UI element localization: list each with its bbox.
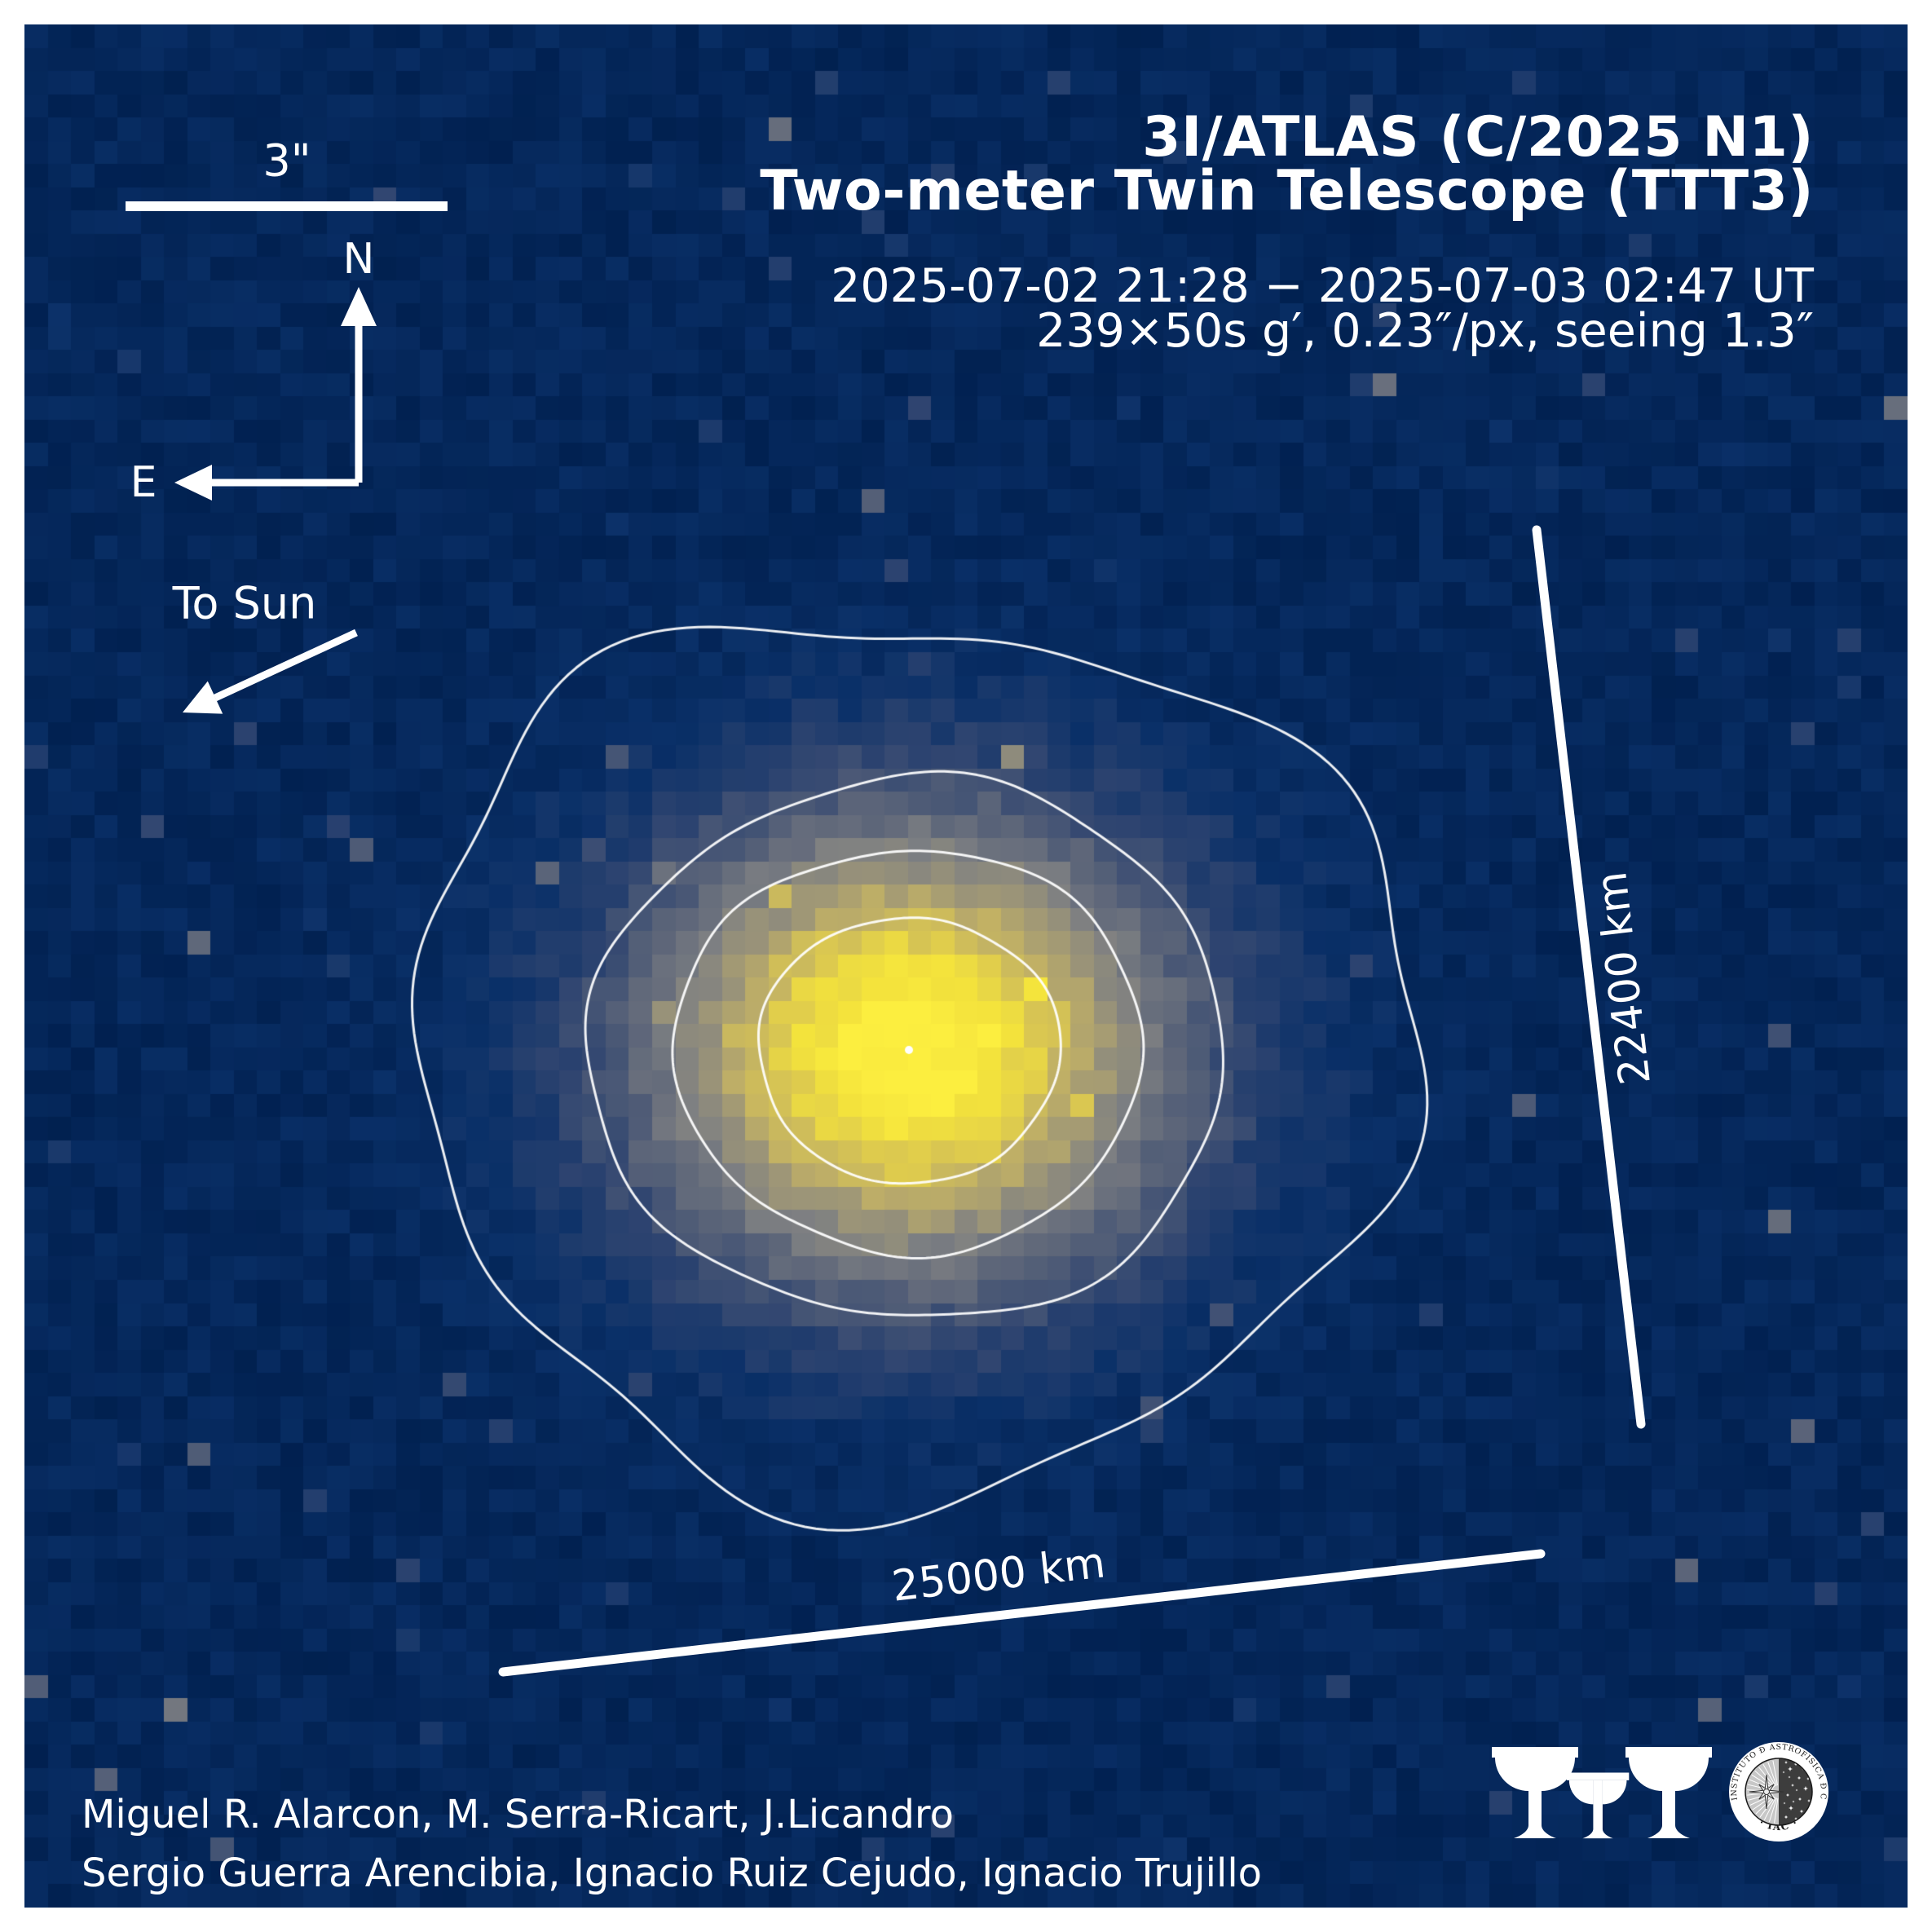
title-telescope: Two-meter Twin Telescope (TTT3) [760,159,1814,223]
iac-stars-icon [1782,1761,1811,1820]
title-object: 3I/ATLAS (C/2025 N1) [1142,105,1814,170]
exposure-info: 239×50s g′, 0.23″/px, seeing 1.3″ [1036,304,1814,358]
credits-line-1: Miguel R. Alarcon, M. Serra-Ricart, J.Li… [82,1792,954,1837]
east-label: E [130,458,157,507]
iac-compass-rose-icon [1749,1774,1784,1810]
observation-details: 2025-07-02 21:28 − 2025-07-03 02:47 UT 2… [831,259,1814,358]
scale-bar-label: 3" [262,135,311,187]
page-title: 3I/ATLAS (C/2025 N1) Two-meter Twin Tele… [760,105,1814,223]
ttt-logo [1492,1747,1712,1839]
iac-night-half [1779,1758,1812,1825]
observation-window: 2025-07-02 21:28 − 2025-07-03 02:47 UT [831,259,1814,313]
to-sun-label: To Sun [172,577,317,629]
north-label: N [342,235,375,284]
ttt-letterforms [1492,1747,1712,1839]
iac-inner-ring [1745,1758,1813,1826]
credits: Miguel R. Alarcon, M. Serra-Ricart, J.Li… [82,1785,1262,1903]
iac-logo: INSTITUTO Ð ASTROFISICA Ð CANARIAS · IAC… [1729,1742,1828,1842]
credits-line-2: Sergio Guerra Arencibia, Ignacio Ruiz Ce… [82,1850,1263,1896]
